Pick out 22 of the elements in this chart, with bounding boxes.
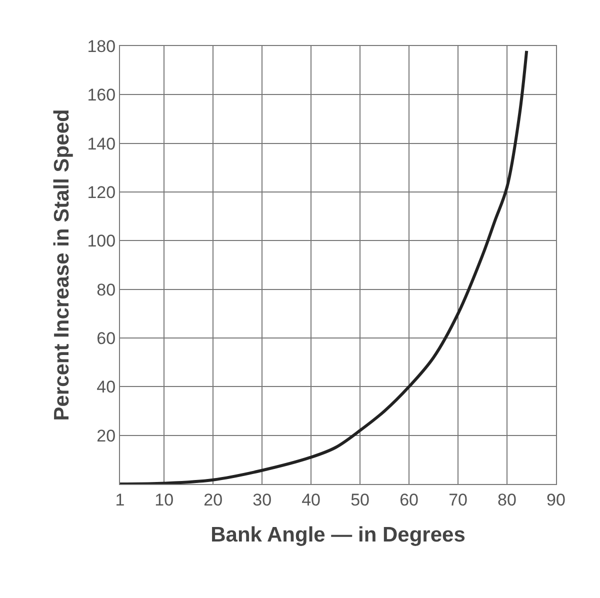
- y-axis-title: Percent Increase in Stall Speed: [50, 109, 74, 421]
- y-tick-label: 60: [96, 328, 116, 348]
- x-tick-label: 60: [400, 490, 418, 510]
- x-tick-label: 80: [498, 490, 516, 510]
- x-tick-label: 20: [204, 490, 223, 510]
- y-tick-label: 80: [96, 280, 116, 300]
- y-tick-label: 100: [87, 232, 116, 251]
- y-tick-label: 120: [87, 182, 116, 202]
- x-axis-title: Bank Angle — in Degrees: [210, 524, 466, 547]
- y-tick-label: 160: [87, 86, 116, 105]
- y-tick-label: 20: [96, 426, 116, 446]
- y-tick-label: 40: [96, 378, 116, 397]
- y-tick-label: 180: [87, 36, 116, 56]
- x-tick-label: 70: [448, 490, 468, 510]
- line-series: [120, 49, 528, 484]
- x-tick-label: 40: [302, 490, 321, 510]
- x-tick-label: 1: [115, 490, 125, 510]
- x-tick-label: 90: [546, 490, 566, 510]
- y-tick-label: 140: [87, 134, 116, 154]
- x-tick-label: 30: [252, 490, 272, 510]
- x-tick-label: 50: [350, 490, 370, 510]
- x-tick-label: 10: [154, 490, 174, 510]
